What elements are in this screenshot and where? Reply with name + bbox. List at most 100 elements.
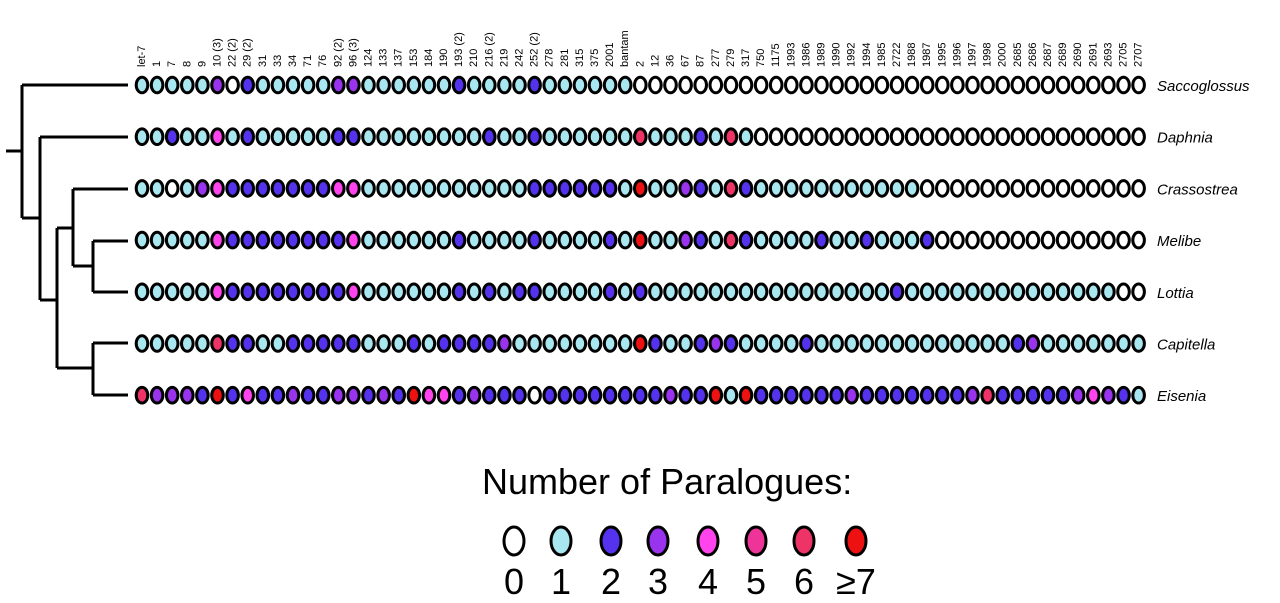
paralogue-dot [919,334,935,353]
paralogue-dot [210,127,225,146]
paralogue-dot [648,75,663,95]
paralogue-dot [1101,230,1116,250]
mirna-label: 9 [196,61,208,67]
mirna-label: 76 [317,55,329,67]
species-label: Capitella [1157,337,1215,354]
paralogue-dot [285,282,301,302]
paralogue-dot [270,334,286,353]
paralogue-dot [285,385,301,405]
paralogue-dot [663,75,678,95]
paralogue-dot [466,282,482,302]
paralogue-dot [225,334,240,353]
paralogue-dot [482,127,497,146]
paralogue-dot [195,282,210,302]
paralogue-dot [331,334,346,353]
paralogue-dot [693,127,709,146]
paralogue-dot [527,385,542,405]
paralogue-dot [1070,385,1086,405]
paralogue-dot [164,75,180,95]
mirna-label: 277 [710,49,722,67]
paralogue-dot [225,385,240,405]
paralogue-dot [421,282,437,302]
mirna-label: 1997 [967,43,979,67]
paralogue-dot [164,334,180,353]
paralogue-dot [1116,75,1131,95]
paralogue-dot [723,127,739,146]
paralogue-dot [708,385,724,405]
paralogue-dot [814,75,829,95]
paralogue-dot [482,75,497,95]
mirna-label: 2001 [604,43,616,67]
paralogue-dot [164,127,180,146]
paralogue-dot [572,230,588,250]
paralogue-dot [391,127,407,146]
paralogue-dot [149,230,165,250]
paralogue-dot [406,334,422,353]
paralogue-dot [421,385,437,405]
paralogue-dot [1086,334,1101,353]
paralogue-dot [315,75,331,95]
mirna-label: 34 [287,55,299,67]
paralogue-dot [663,385,678,405]
mirna-label: 1988 [906,43,918,67]
paralogue-dot [436,334,452,353]
mirna-label: 124 [363,49,375,67]
paralogue-dot [164,282,180,302]
mirna-label: 22 (2) [227,38,239,67]
paralogue-dot [527,282,542,302]
species-label: Eisenia [1157,388,1206,405]
paralogue-dot [134,179,150,198]
paralogue-dot [376,230,391,250]
legend-title: Number of Paralogues: [482,461,852,502]
paralogue-dot [376,282,391,302]
mirna-label: bantam [619,30,631,67]
paralogue-dot [149,127,165,146]
legend-labels: 0 1 2 3 4 5 6 ≥7 [504,561,876,602]
paralogue-dot [844,75,860,95]
paralogue-dot [557,334,573,353]
paralogue-dot [300,385,316,405]
paralogue-dot [315,282,331,302]
paralogue-dot [572,334,588,353]
paralogue-dot [361,179,376,198]
mirna-label: 153 [408,49,420,67]
paralogue-dot [859,127,875,146]
paralogue-dot [149,334,165,353]
paralogue-dot [572,385,588,405]
paralogue-dot [844,179,860,198]
paralogue-dot [799,385,814,405]
phylogenetic-tree [6,83,128,397]
paralogue-dot [814,282,829,302]
paralogue-dot [859,282,875,302]
paralogue-dot [723,385,739,405]
paralogue-dot [436,127,452,146]
paralogue-dot [497,179,512,198]
mirna-label: 252 (2) [529,32,541,67]
paralogue-dot [391,334,407,353]
paralogue-dot [1055,282,1071,302]
paralogue-dot [859,230,875,250]
paralogue-dot [361,385,376,405]
paralogue-dot [134,127,150,146]
legend: Number of Paralogues: 0 1 2 3 4 5 6 ≥7 [482,461,876,602]
paralogue-dot [753,385,769,405]
mirna-label: 2689 [1057,43,1069,67]
paralogue-dot [1086,282,1101,302]
paralogue-dot [331,230,346,250]
mirna-label: 10 (3) [212,38,224,67]
paralogue-dot [784,385,799,405]
paralogue-dot [723,179,739,198]
paralogue-dot [1025,127,1041,146]
paralogue-dot [663,127,678,146]
paralogue-dot [1055,179,1071,198]
paralogue-dot [315,385,331,405]
paralogue-dot [572,75,588,95]
paralogue-dot [180,127,195,146]
paralogue-dot [149,179,165,198]
mirna-label: 1985 [876,43,888,67]
paralogue-dot [678,282,693,302]
paralogue-dot [497,282,512,302]
paralogue-dot [708,179,724,198]
paralogue-dot [346,334,361,353]
paralogue-dot [406,127,422,146]
